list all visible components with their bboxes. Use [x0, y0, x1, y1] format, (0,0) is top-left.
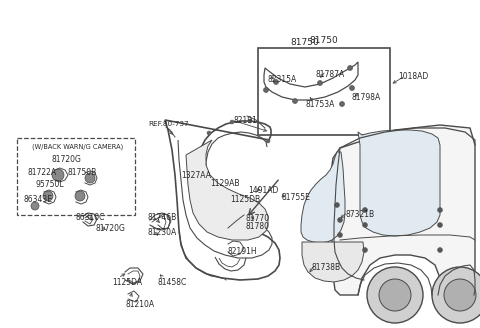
Circle shape: [264, 88, 268, 92]
Circle shape: [348, 66, 352, 71]
Circle shape: [266, 139, 270, 143]
Text: 86310C: 86310C: [76, 213, 106, 222]
Text: 82191: 82191: [233, 116, 257, 125]
Text: 1125DA: 1125DA: [112, 278, 142, 287]
Circle shape: [85, 173, 95, 183]
Text: 1018AD: 1018AD: [398, 72, 428, 81]
Text: 82191H: 82191H: [228, 247, 258, 256]
Circle shape: [337, 233, 343, 237]
Text: 81780: 81780: [246, 222, 270, 231]
Circle shape: [437, 248, 443, 253]
Circle shape: [379, 279, 411, 311]
Text: 81750: 81750: [310, 36, 338, 45]
Text: 82315A: 82315A: [268, 75, 297, 84]
Circle shape: [317, 80, 323, 86]
Text: 86343E: 86343E: [23, 195, 52, 204]
Circle shape: [43, 191, 53, 201]
Circle shape: [31, 202, 39, 210]
Circle shape: [362, 222, 368, 228]
Polygon shape: [302, 242, 364, 282]
Circle shape: [52, 169, 64, 181]
Text: 81750: 81750: [290, 38, 319, 47]
Circle shape: [248, 119, 252, 123]
Text: 81770: 81770: [246, 214, 270, 223]
Text: 81720G: 81720G: [52, 155, 82, 164]
Circle shape: [444, 279, 476, 311]
Text: 81210A: 81210A: [125, 300, 154, 309]
Circle shape: [230, 120, 234, 124]
Text: 81738B: 81738B: [311, 263, 340, 272]
Text: 1491AD: 1491AD: [248, 186, 278, 195]
Circle shape: [274, 79, 278, 85]
Text: 81722A: 81722A: [27, 168, 56, 177]
Text: 81458C: 81458C: [158, 278, 187, 287]
Text: 81230A: 81230A: [148, 228, 177, 237]
Circle shape: [367, 267, 423, 323]
Circle shape: [437, 208, 443, 213]
Circle shape: [437, 222, 443, 228]
Text: 1327AA: 1327AA: [181, 171, 211, 180]
Text: 87321B: 87321B: [346, 210, 375, 219]
Polygon shape: [358, 130, 440, 236]
Circle shape: [349, 86, 355, 91]
Polygon shape: [332, 125, 475, 295]
Text: 1129AB: 1129AB: [210, 179, 240, 188]
Circle shape: [292, 98, 298, 104]
Circle shape: [362, 248, 368, 253]
Circle shape: [207, 131, 211, 135]
Text: 81746B: 81746B: [148, 213, 177, 222]
Text: 81750B: 81750B: [68, 168, 97, 177]
Text: 95750L: 95750L: [36, 180, 65, 189]
Text: REF.80-737: REF.80-737: [148, 121, 189, 127]
Text: 81798A: 81798A: [352, 93, 381, 102]
Text: 81755E: 81755E: [281, 193, 310, 202]
Text: 81787A: 81787A: [316, 70, 345, 79]
Text: (W/BACK WARN/G CAMERA): (W/BACK WARN/G CAMERA): [32, 143, 123, 150]
Text: 81720G: 81720G: [96, 224, 126, 233]
Bar: [17, 138, 135, 215]
Circle shape: [335, 202, 339, 208]
Text: 81753A: 81753A: [305, 100, 335, 109]
Circle shape: [337, 217, 343, 222]
Polygon shape: [186, 140, 268, 240]
Polygon shape: [301, 152, 345, 243]
Text: 1125DB: 1125DB: [230, 195, 260, 204]
Circle shape: [432, 267, 480, 323]
Circle shape: [339, 101, 345, 107]
Circle shape: [362, 208, 368, 213]
Bar: [258, 48, 390, 135]
Circle shape: [75, 191, 85, 201]
